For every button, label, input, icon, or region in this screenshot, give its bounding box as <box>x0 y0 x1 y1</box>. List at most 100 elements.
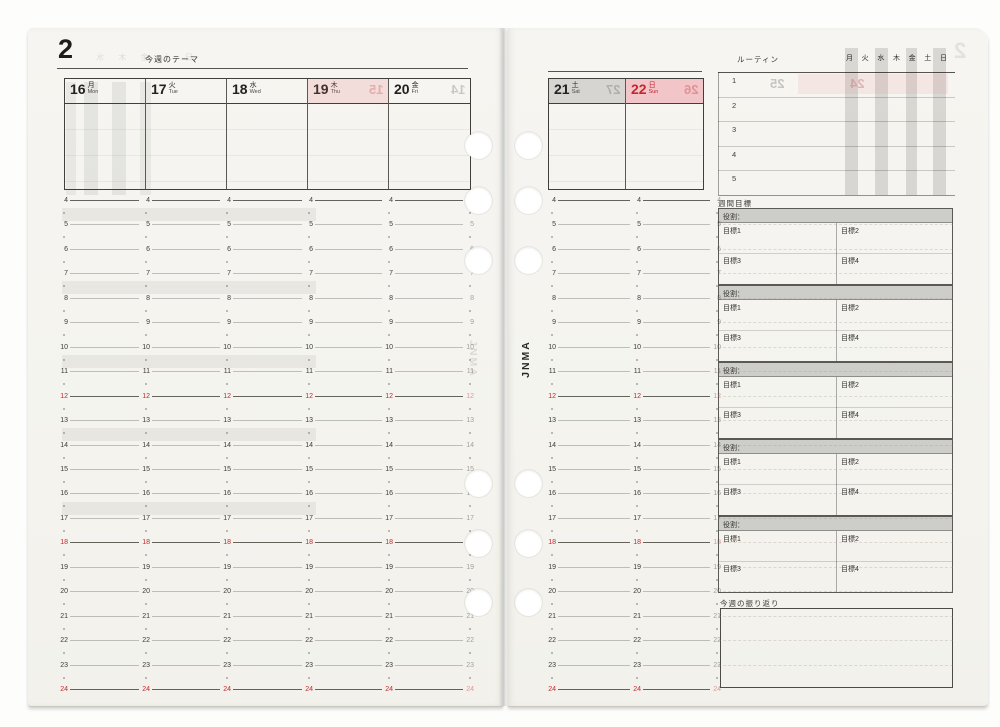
hour-label: 20 <box>713 588 721 596</box>
half-hour-tick <box>63 383 65 386</box>
hour-label: 17 <box>633 514 641 522</box>
day-kanji: 木 <box>330 82 338 89</box>
hour-line <box>643 444 710 446</box>
hour-line <box>233 591 302 593</box>
hour-line <box>70 591 139 593</box>
hour-line <box>70 517 139 519</box>
hour-line <box>152 224 220 226</box>
hour-label: 16 <box>633 490 641 498</box>
half-hour-tick <box>63 480 65 483</box>
hour-line <box>558 615 630 617</box>
hour-label: 23 <box>548 661 556 669</box>
hour-label: 11 <box>223 368 231 376</box>
hour-line <box>70 224 139 226</box>
goal-cell-label: 目標3 <box>723 412 741 419</box>
hour-line <box>152 322 220 324</box>
half-hour-tick <box>636 260 638 263</box>
hour-line <box>395 493 463 495</box>
hour-label: 17 <box>713 514 721 522</box>
day-roman: Thu <box>330 89 341 95</box>
day-kanji: 火 <box>168 82 176 89</box>
hour-line <box>395 517 463 519</box>
half-hour-tick <box>145 432 147 435</box>
half-hour-tick <box>63 285 65 288</box>
half-hour-tick <box>145 236 147 239</box>
half-hour-tick <box>145 358 147 361</box>
half-hour-tick <box>716 480 718 483</box>
hour-label: 20 <box>548 588 556 596</box>
goal-vertical-divider <box>836 531 837 592</box>
hour-label: 5 <box>309 221 313 229</box>
half-hour-tick <box>63 432 65 435</box>
day-cell-header: 21 土 Sat 27 <box>549 79 625 104</box>
routine-row-number: 3 <box>732 125 737 135</box>
hour-line <box>70 468 139 470</box>
hour-line <box>233 542 302 544</box>
hour-label: 7 <box>637 270 641 278</box>
day-cell-header: 17 火 Tue <box>146 79 226 104</box>
half-hour-tick <box>469 334 471 337</box>
day-cell: 20 金 Fri 14 <box>389 79 470 189</box>
hour-line <box>152 615 220 617</box>
hour-line <box>558 395 630 397</box>
hour-label: 9 <box>64 319 68 327</box>
half-hour-tick <box>63 554 65 557</box>
half-hour-tick <box>716 627 718 630</box>
hour-line <box>643 273 710 275</box>
bleed-stripe <box>66 82 76 195</box>
hour-label: 8 <box>717 294 721 302</box>
half-hour-tick <box>636 236 638 239</box>
hour-label: 15 <box>466 465 474 473</box>
half-hour-tick <box>63 456 65 459</box>
half-hour-tick <box>388 407 390 410</box>
hour-line <box>558 322 630 324</box>
hour-label: 7 <box>64 270 68 278</box>
half-hour-tick <box>308 432 310 435</box>
half-hour-tick <box>469 236 471 239</box>
half-hour-tick <box>226 260 228 263</box>
hour-label: 7 <box>717 270 721 278</box>
half-hour-tick <box>388 358 390 361</box>
half-hour-tick <box>716 603 718 606</box>
day-kanji: 日 <box>648 82 656 89</box>
routine-row-line <box>718 145 955 147</box>
half-hour-tick <box>551 652 553 655</box>
half-hour-tick <box>226 212 228 214</box>
hour-line <box>233 664 302 666</box>
hour-label: 17 <box>223 514 231 522</box>
day-area-rule <box>548 71 702 72</box>
day-cell-body <box>389 104 470 189</box>
half-hour-tick <box>226 407 228 410</box>
punch-hole <box>465 530 492 557</box>
hour-label: 24 <box>713 686 721 693</box>
hour-line <box>315 615 382 617</box>
hour-label: 4 <box>637 197 641 204</box>
hour-line <box>233 200 302 201</box>
half-hour-tick <box>716 407 718 410</box>
punch-hole <box>515 470 542 497</box>
hour-label: 23 <box>60 661 68 669</box>
goal-cell-label: 目標3 <box>723 258 741 265</box>
goal-cell-label: 目標1 <box>723 536 741 543</box>
hour-line <box>395 322 463 324</box>
hour-label: 17 <box>142 514 150 522</box>
hour-line <box>643 224 710 226</box>
half-hour-tick <box>551 505 553 508</box>
half-hour-tick <box>716 652 718 655</box>
hour-label: 21 <box>142 612 150 620</box>
hour-label: 5 <box>227 221 231 229</box>
goal-horizontal-divider <box>719 253 952 254</box>
hour-label: 7 <box>470 270 474 278</box>
hour-label: 21 <box>466 612 474 620</box>
half-hour-tick <box>469 529 471 532</box>
half-hour-tick <box>63 309 65 312</box>
half-hour-tick <box>63 212 65 214</box>
hour-line <box>233 640 302 642</box>
half-hour-tick <box>145 603 147 606</box>
hour-label: 12 <box>385 392 393 400</box>
hour-label: 18 <box>385 539 393 547</box>
hour-label: 9 <box>717 319 721 327</box>
hour-label: 13 <box>466 417 474 425</box>
half-hour-tick <box>551 676 553 679</box>
half-hour-tick <box>636 212 638 214</box>
